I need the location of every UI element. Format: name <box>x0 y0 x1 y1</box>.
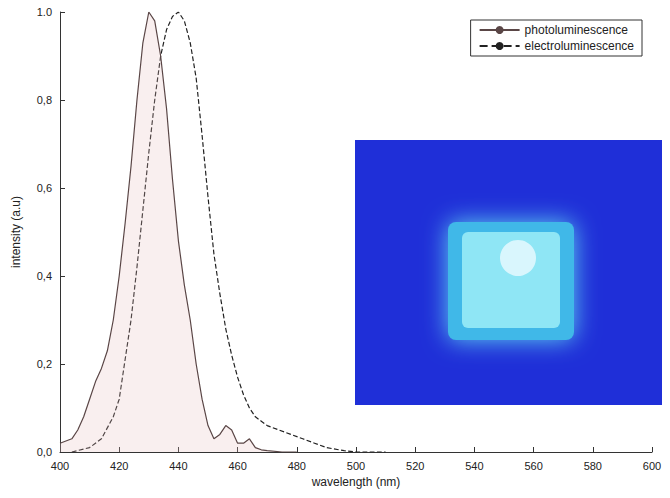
svg-text:intensity (a.u): intensity (a.u) <box>9 196 23 268</box>
svg-text:0,6: 0,6 <box>37 182 52 194</box>
svg-text:0,0: 0,0 <box>37 446 52 458</box>
svg-text:440: 440 <box>169 460 187 472</box>
svg-text:460: 460 <box>228 460 246 472</box>
svg-text:540: 540 <box>465 460 483 472</box>
svg-text:0,8: 0,8 <box>37 94 52 106</box>
svg-text:500: 500 <box>347 460 365 472</box>
svg-text:electroluminescence: electroluminescence <box>525 39 635 53</box>
svg-text:480: 480 <box>288 460 306 472</box>
svg-text:400: 400 <box>51 460 69 472</box>
svg-text:1.0: 1.0 <box>37 6 52 18</box>
svg-text:420: 420 <box>110 460 128 472</box>
svg-text:580: 580 <box>584 460 602 472</box>
svg-text:560: 560 <box>524 460 542 472</box>
svg-text:600: 600 <box>643 460 661 472</box>
svg-text:0,4: 0,4 <box>37 270 52 282</box>
svg-text:0,2: 0,2 <box>37 358 52 370</box>
svg-text:520: 520 <box>406 460 424 472</box>
svg-text:wavelength (nm): wavelength (nm) <box>311 475 401 489</box>
svg-text:photoluminescence: photoluminescence <box>525 23 629 37</box>
